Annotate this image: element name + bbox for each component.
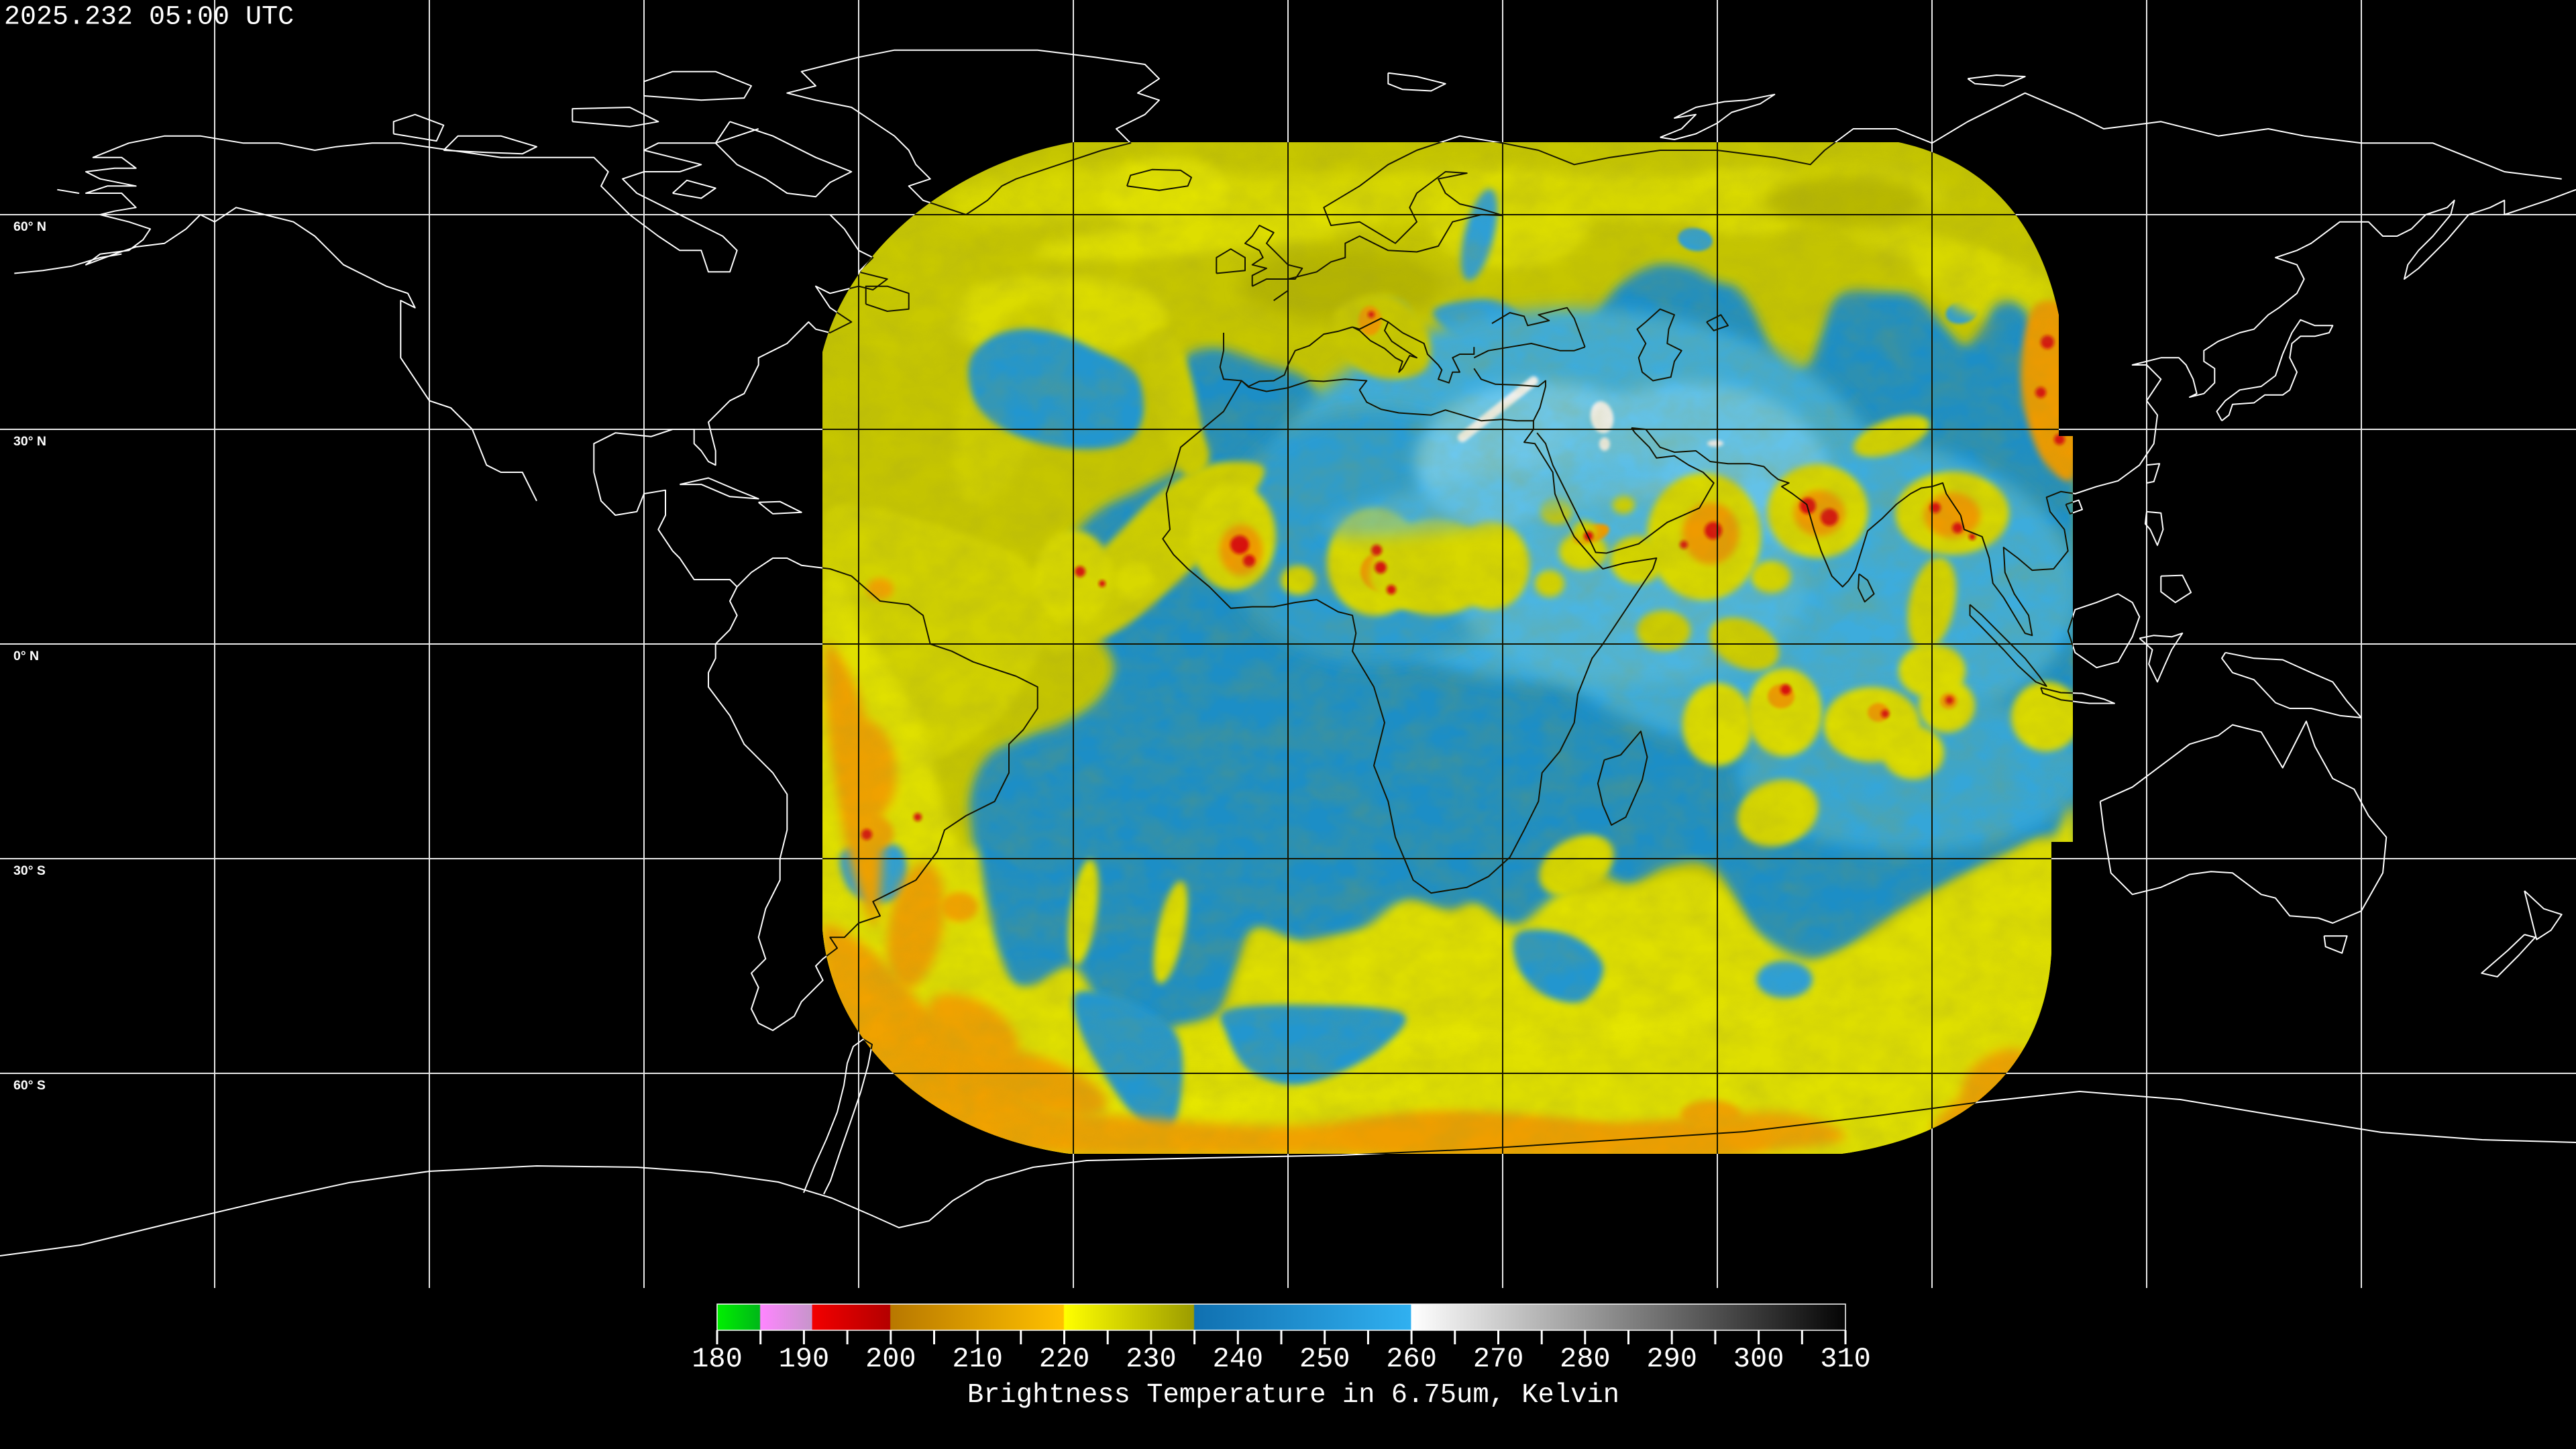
svg-text:180: 180: [692, 1343, 743, 1375]
svg-text:30° N: 30° N: [13, 434, 46, 449]
svg-text:60° S: 60° S: [13, 1078, 46, 1093]
svg-text:300: 300: [1733, 1343, 1784, 1375]
svg-text:60° N: 60° N: [13, 219, 46, 234]
svg-text:270: 270: [1473, 1343, 1524, 1375]
svg-text:250: 250: [1299, 1343, 1350, 1375]
svg-text:Brightness Temperature in 6.75: Brightness Temperature in 6.75um, Kelvin: [967, 1380, 1619, 1411]
svg-text:210: 210: [952, 1343, 1003, 1375]
svg-text:0° N: 0° N: [13, 649, 39, 663]
svg-text:280: 280: [1560, 1343, 1611, 1375]
svg-text:200: 200: [865, 1343, 916, 1375]
svg-text:190: 190: [779, 1343, 830, 1375]
svg-text:2025.232 05:00 UTC: 2025.232 05:00 UTC: [4, 3, 294, 33]
svg-text:310: 310: [1820, 1343, 1871, 1375]
svg-text:220: 220: [1039, 1343, 1090, 1375]
svg-text:240: 240: [1212, 1343, 1263, 1375]
svg-text:30° S: 30° S: [13, 863, 46, 878]
svg-text:290: 290: [1646, 1343, 1697, 1375]
svg-text:230: 230: [1126, 1343, 1177, 1375]
svg-text:260: 260: [1386, 1343, 1437, 1375]
